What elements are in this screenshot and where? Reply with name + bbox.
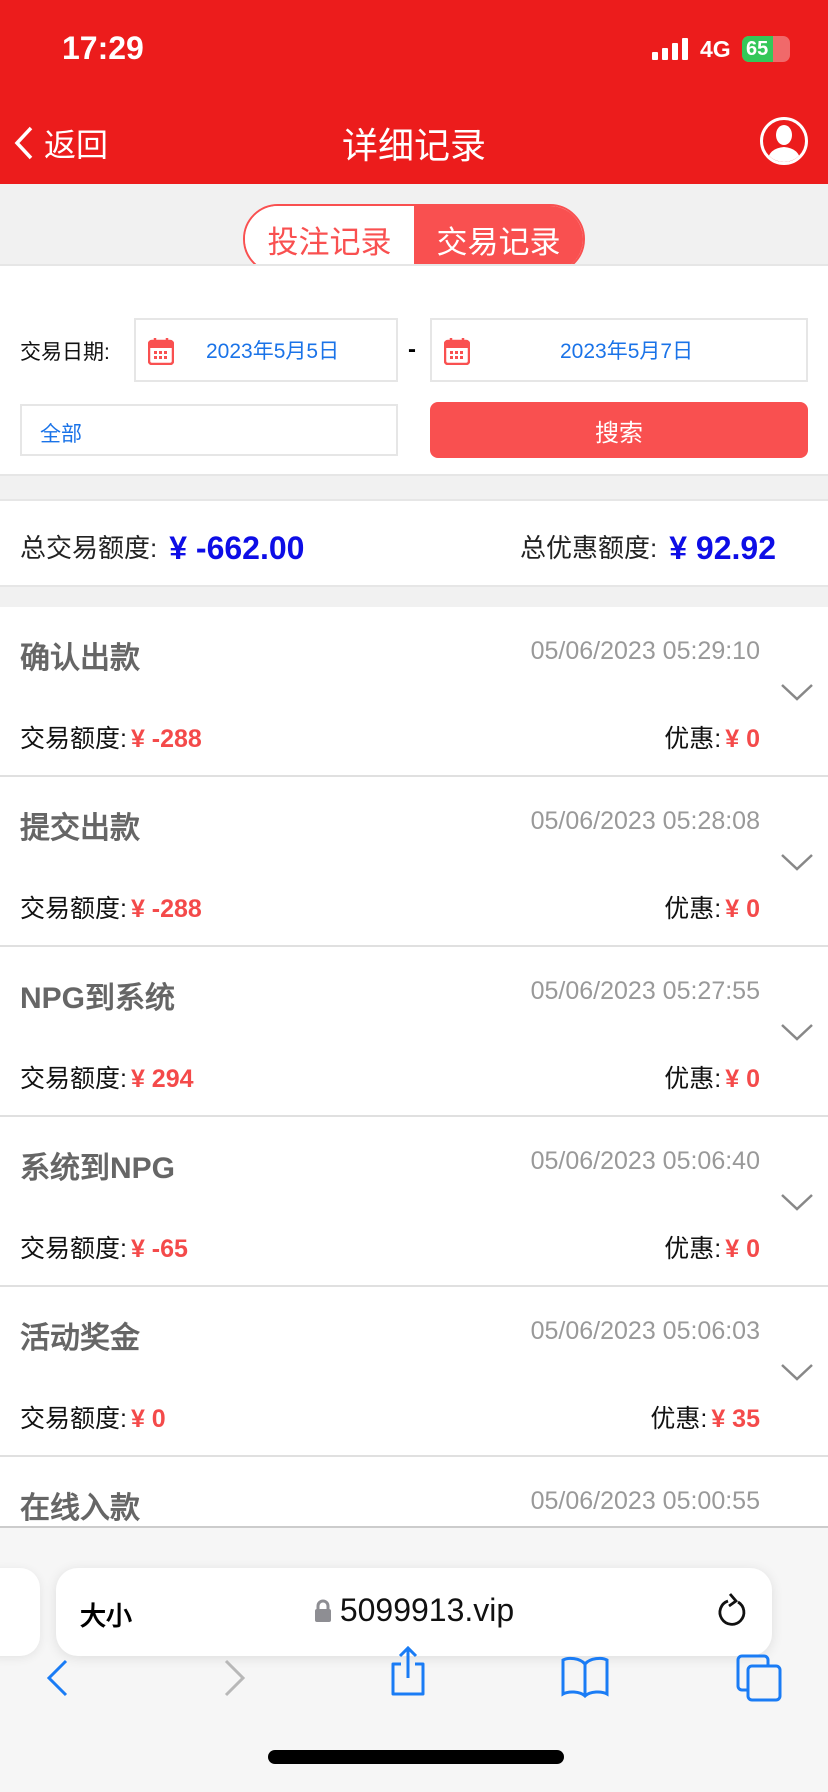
amount-label: 交易额度: — [20, 1405, 127, 1433]
filter-panel: 交易日期: 2023年5月5日 - 2023年5月7日 全部 搜索 — [0, 264, 828, 476]
browser-toolbar: 大小 5099913.vip — [0, 1526, 828, 1792]
amount-value: ¥ -288 — [130, 725, 202, 753]
tab-bet-records[interactable]: 投注记录 — [245, 206, 414, 272]
discount-label: 优惠: — [664, 1235, 722, 1263]
record-time: 05/06/2023 05:06:03 — [530, 1317, 760, 1345]
status-time: 17:29 — [62, 30, 144, 66]
bookmarks-icon[interactable] — [560, 1656, 610, 1698]
share-icon[interactable] — [388, 1646, 428, 1696]
record-type: NPG到系统 — [20, 982, 176, 1015]
date-label: 交易日期: — [20, 341, 110, 364]
url-text: 5099913.vip — [339, 1592, 515, 1628]
start-date-field[interactable]: 2023年5月5日 — [134, 318, 398, 382]
start-date-value: 2023年5月5日 — [206, 340, 340, 363]
record-row[interactable]: 活动奖金 05/06/2023 05:06:03 交易额度: ¥ 0 优惠: ¥ 35 — [0, 1287, 828, 1457]
date-separator: - — [408, 336, 416, 363]
lock-icon — [314, 1599, 331, 1622]
summary-bar: 总交易额度: ¥ -662.00 总优惠额度: ¥ 92.92 — [0, 499, 828, 587]
discount-total-label: 总优惠额度: — [520, 533, 658, 563]
back-button[interactable]: 返回 — [14, 120, 108, 166]
home-indicator — [268, 1750, 564, 1764]
record-discount: 优惠: ¥ 35 — [650, 1399, 760, 1435]
browser-forward-icon[interactable] — [222, 1658, 248, 1698]
record-type: 在线入款 — [20, 1492, 140, 1525]
discount-total-value: ¥ 92.92 — [669, 530, 776, 566]
amount-value: ¥ -65 — [130, 1235, 188, 1263]
page-title: 详细记录 — [341, 125, 486, 166]
record-type: 确认出款 — [20, 642, 140, 675]
record-row[interactable]: 系统到NPG 05/06/2023 05:06:40 交易额度: ¥ -65 优惠:… — [0, 1117, 828, 1287]
record-discount: 优惠: ¥ 0 — [664, 889, 760, 925]
transaction-type-select[interactable]: 全部 — [20, 404, 398, 456]
amount-label: 交易额度: — [20, 895, 127, 923]
chevron-down-icon[interactable] — [780, 852, 814, 872]
record-type: 活动奖金 — [20, 1322, 140, 1355]
previous-tab[interactable] — [0, 1568, 40, 1656]
record-row[interactable]: 提交出款 05/06/2023 05:28:08 交易额度: ¥ -288 优惠: ¥… — [0, 777, 828, 947]
signal-icon — [652, 38, 688, 60]
app-header: 17:29 4G 65 返回 详细记录 — [0, 0, 828, 184]
address-bar[interactable]: 大小 5099913.vip — [56, 1568, 772, 1656]
amount-label: 交易额度: — [20, 725, 127, 753]
record-time: 05/06/2023 05:29:10 — [530, 637, 760, 665]
chevron-down-icon[interactable] — [780, 1362, 814, 1382]
record-time: 05/06/2023 05:00:55 — [530, 1487, 760, 1515]
network-type: 4G — [700, 36, 731, 62]
amount-value: ¥ -288 — [130, 895, 202, 923]
text-size-button[interactable]: 大小 — [80, 1601, 133, 1631]
record-type: 提交出款 — [20, 812, 140, 845]
record-amount: 交易额度: ¥ -288 — [20, 889, 202, 925]
record-list: 确认出款 05/06/2023 05:29:10 交易额度: ¥ -288 优惠: ¥… — [0, 607, 828, 1627]
reload-icon[interactable] — [716, 1592, 748, 1630]
tabs-icon[interactable] — [736, 1654, 784, 1702]
user-avatar-icon[interactable] — [760, 117, 808, 165]
chevron-left-icon — [14, 126, 33, 160]
battery-level: 65 — [746, 38, 769, 60]
record-amount: 交易额度: ¥ -288 — [20, 719, 202, 755]
record-amount: 交易额度: ¥ 294 — [20, 1059, 194, 1095]
total-label: 总交易额度: — [20, 533, 158, 563]
search-button[interactable]: 搜索 — [430, 402, 808, 458]
discount-value: ¥ 35 — [711, 1405, 760, 1433]
record-amount: 交易额度: ¥ -65 — [20, 1229, 188, 1265]
record-discount: 优惠: ¥ 0 — [664, 1059, 760, 1095]
record-amount: 交易额度: ¥ 0 — [20, 1399, 166, 1435]
record-discount: 优惠: ¥ 0 — [664, 719, 760, 755]
back-label: 返回 — [44, 127, 109, 163]
record-type: 系统到NPG — [20, 1152, 176, 1185]
amount-label: 交易额度: — [20, 1235, 127, 1263]
record-row[interactable]: 确认出款 05/06/2023 05:29:10 交易额度: ¥ -288 优惠: ¥… — [0, 607, 828, 777]
discount-label: 优惠: — [650, 1405, 708, 1433]
battery-icon: 65 — [742, 36, 790, 62]
amount-label: 交易额度: — [20, 1065, 127, 1093]
chevron-down-icon[interactable] — [780, 1192, 814, 1212]
browser-back-icon[interactable] — [44, 1658, 70, 1698]
total-value: ¥ -662.00 — [169, 530, 305, 566]
record-row[interactable]: NPG到系统 05/06/2023 05:27:55 交易额度: ¥ 294 优惠:… — [0, 947, 828, 1117]
record-time: 05/06/2023 05:28:08 — [530, 807, 760, 835]
record-time: 05/06/2023 05:06:40 — [530, 1147, 760, 1175]
amount-value: ¥ 0 — [130, 1405, 166, 1433]
calendar-icon — [444, 338, 470, 365]
amount-value: ¥ 294 — [130, 1065, 194, 1093]
tab-transaction-records[interactable]: 交易记录 — [414, 206, 583, 272]
discount-value: ¥ 0 — [725, 1065, 760, 1093]
chevron-down-icon[interactable] — [780, 682, 814, 702]
discount-value: ¥ 0 — [725, 1235, 760, 1263]
end-date-value: 2023年5月7日 — [560, 340, 694, 363]
discount-label: 优惠: — [664, 725, 722, 753]
discount-label: 优惠: — [664, 895, 722, 923]
discount-value: ¥ 0 — [725, 725, 760, 753]
record-discount: 优惠: ¥ 0 — [664, 1229, 760, 1265]
record-type-toggle: 投注记录 交易记录 — [243, 204, 585, 274]
discount-value: ¥ 0 — [725, 895, 760, 923]
calendar-icon — [148, 338, 174, 365]
discount-label: 优惠: — [664, 1065, 722, 1093]
end-date-field[interactable]: 2023年5月7日 — [430, 318, 808, 382]
chevron-down-icon[interactable] — [780, 1022, 814, 1042]
record-time: 05/06/2023 05:27:55 — [530, 977, 760, 1005]
